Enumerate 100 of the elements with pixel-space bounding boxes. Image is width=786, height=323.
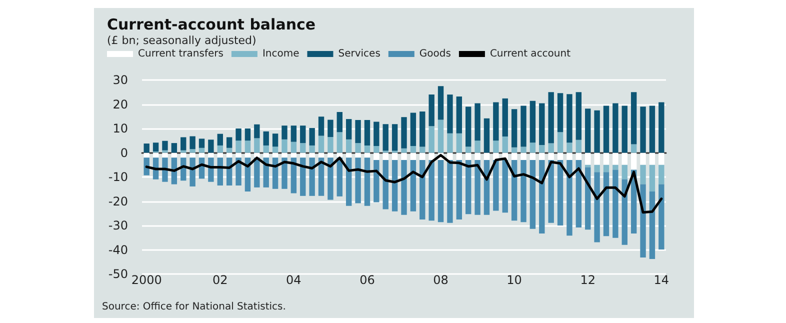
bar — [493, 160, 499, 211]
bar — [374, 152, 380, 160]
bar — [290, 126, 297, 142]
bar — [364, 120, 370, 146]
bar — [566, 152, 572, 160]
bar — [272, 134, 278, 147]
bar — [355, 158, 361, 204]
bar — [162, 152, 168, 158]
bar — [502, 160, 508, 213]
bar — [428, 126, 434, 153]
legend-label: Current transfers — [138, 48, 224, 60]
bar — [557, 132, 564, 153]
bar — [318, 116, 324, 136]
bar — [382, 160, 388, 210]
bar — [585, 108, 591, 153]
bar — [420, 146, 426, 153]
bar — [539, 144, 545, 153]
bar — [612, 164, 618, 170]
bar — [401, 117, 407, 148]
bar — [585, 164, 591, 168]
bar — [217, 145, 223, 153]
bar — [640, 152, 646, 165]
bar — [355, 143, 361, 153]
bar — [539, 160, 545, 234]
bar — [612, 103, 618, 153]
bar — [576, 92, 582, 140]
bar — [328, 136, 334, 153]
bar — [198, 148, 205, 153]
bar — [520, 146, 526, 153]
bar — [346, 158, 352, 206]
bar — [438, 120, 444, 153]
bar — [530, 160, 536, 229]
bar — [236, 128, 242, 141]
bar — [520, 152, 526, 160]
bar — [171, 143, 178, 153]
bar — [566, 160, 572, 236]
bar — [420, 160, 426, 220]
bar — [410, 112, 416, 146]
bar — [401, 148, 407, 153]
x-tick-label: 2000 — [131, 273, 162, 287]
bar — [447, 133, 453, 153]
bar — [447, 152, 453, 160]
bar — [374, 122, 380, 146]
bar — [254, 124, 260, 138]
bar — [328, 120, 334, 137]
bar — [190, 152, 196, 158]
bar — [649, 164, 656, 192]
bar — [420, 112, 426, 147]
bar — [382, 124, 388, 151]
bar — [612, 170, 618, 238]
bar — [530, 152, 536, 160]
bar — [180, 137, 186, 150]
x-tick-label: 08 — [433, 273, 448, 287]
bar — [456, 152, 462, 160]
bar — [282, 139, 288, 153]
bar — [410, 146, 416, 153]
bar — [226, 137, 232, 148]
bar — [630, 152, 637, 170]
bar — [355, 120, 361, 144]
bar — [630, 144, 637, 153]
bar — [438, 160, 444, 222]
bar — [502, 136, 508, 153]
bar — [456, 96, 462, 134]
bar — [649, 106, 656, 153]
bar — [364, 145, 370, 153]
line-series — [145, 154, 663, 214]
bar — [282, 152, 288, 158]
bar — [447, 94, 453, 134]
bar — [263, 131, 269, 146]
bar — [309, 158, 315, 196]
bar — [474, 103, 480, 141]
bar — [474, 152, 480, 160]
bar — [236, 140, 242, 153]
bar — [530, 100, 536, 143]
bar — [502, 98, 508, 137]
chart-title: Current-account balance — [107, 16, 316, 34]
bar — [438, 86, 444, 120]
bar — [290, 142, 297, 153]
bar — [226, 148, 232, 153]
bar — [576, 152, 582, 160]
bar — [484, 118, 490, 153]
bar — [658, 184, 664, 250]
bar — [585, 152, 591, 165]
bar — [649, 152, 656, 165]
bar — [428, 160, 434, 221]
bar — [557, 160, 564, 226]
bar — [548, 143, 554, 153]
bar — [282, 158, 288, 189]
bar — [520, 160, 526, 222]
bar — [346, 119, 352, 140]
bar — [410, 152, 416, 160]
x-tick-label: 02 — [212, 273, 228, 287]
bar — [410, 160, 416, 212]
bar — [392, 124, 398, 151]
bar — [152, 142, 159, 152]
bar — [511, 109, 518, 148]
bar — [309, 152, 315, 158]
x-tick-label: 12 — [580, 273, 596, 287]
bar — [630, 92, 637, 144]
bar — [254, 138, 260, 153]
